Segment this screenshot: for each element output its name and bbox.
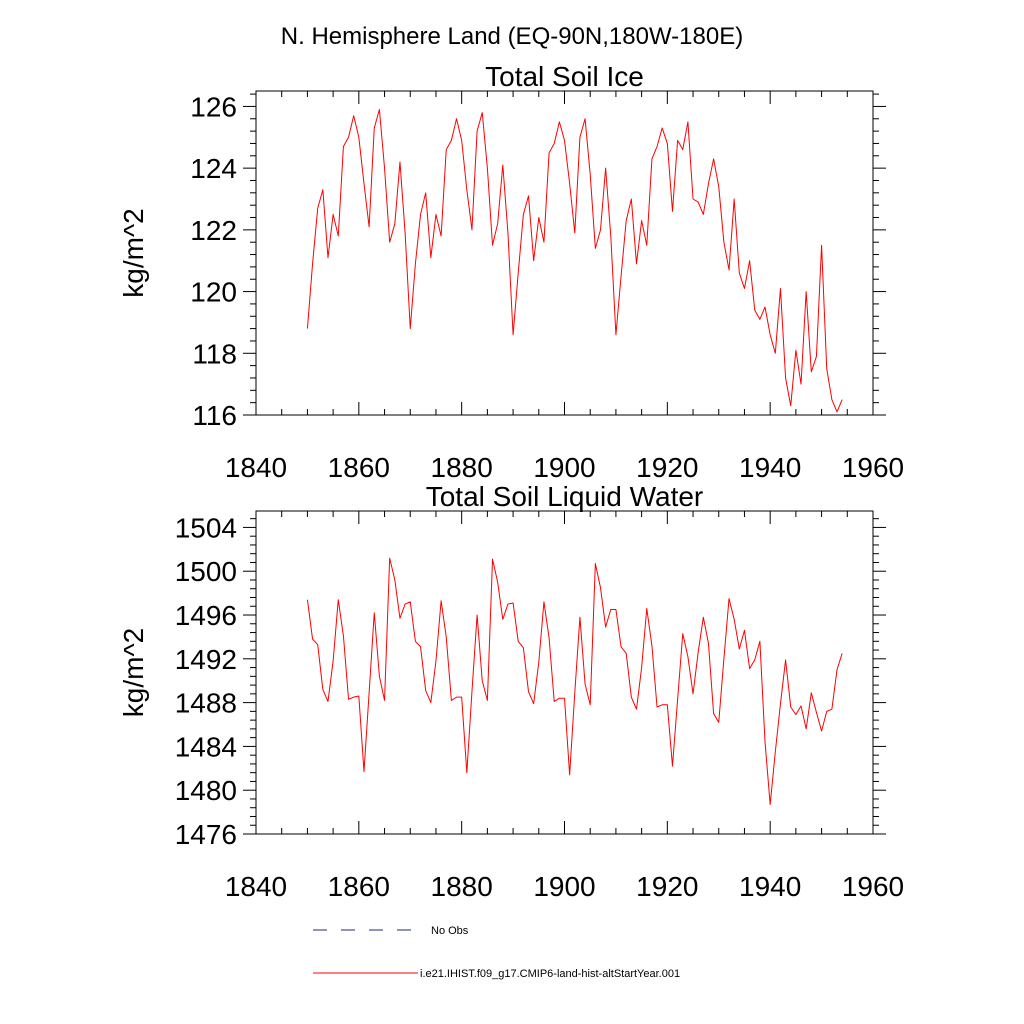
y-tick-label: 1480 (175, 775, 237, 806)
series-line (306, 557, 843, 805)
x-tick-label: 1860 (328, 871, 390, 902)
chart-title: Total Soil Liquid Water (426, 481, 704, 512)
x-tick-label: 1900 (533, 871, 595, 902)
y-tick-label: 126 (190, 91, 237, 122)
chart-total-soil-liquid-water: Total Soil Liquid Water kg/m^2 1840 1860 188… (118, 481, 904, 902)
legend-obs-label: No Obs (431, 925, 469, 937)
y-tick-label: 120 (190, 277, 237, 308)
x-tick-label: 1880 (431, 452, 493, 483)
plot-frame (255, 510, 874, 835)
y-tick-label: 1504 (175, 512, 237, 543)
y-axis-label: kg/m^2 (118, 208, 149, 297)
x-tick-label: 1840 (225, 871, 287, 902)
x-tick-label: 1900 (533, 452, 595, 483)
page-title: N. Hemisphere Land (EQ-90N,180W-180E) (281, 23, 743, 50)
y-axis-label: kg/m^2 (118, 628, 149, 717)
legend: No Obs i.e21.IHIST.f09_g17.CMIP6-land-hi… (313, 925, 680, 980)
y-tick-label: 1476 (175, 819, 237, 850)
y-tick-label: 124 (190, 153, 237, 184)
y-tick-label: 122 (190, 215, 237, 246)
x-tick-label: 1940 (739, 452, 801, 483)
x-tick-label: 1920 (636, 871, 698, 902)
y-tick-label: 1500 (175, 556, 237, 587)
y-tick-label: 1484 (175, 731, 237, 762)
x-tick-label: 1860 (328, 452, 390, 483)
legend-model-label: i.e21.IHIST.f09_g17.CMIP6-land-hist-altS… (420, 968, 680, 980)
x-tick-label: 1960 (842, 871, 904, 902)
x-tick-label: 1940 (739, 871, 801, 902)
series-line (306, 109, 843, 413)
chart-total-soil-ice: Total Soil Ice kg/m^2 1840 1860 1880 1900 1920… (118, 61, 904, 483)
chart-title: Total Soil Ice (485, 61, 644, 92)
y-tick-label: 1496 (175, 600, 237, 631)
y-tick-label: 1492 (175, 644, 237, 675)
x-tick-label: 1960 (842, 452, 904, 483)
x-tick-label: 1880 (431, 871, 493, 902)
x-tick-label: 1840 (225, 452, 287, 483)
y-tick-label: 116 (192, 400, 237, 431)
x-tick-label: 1920 (636, 452, 698, 483)
y-tick-label: 1488 (175, 688, 237, 719)
y-tick-label: 118 (192, 338, 237, 369)
